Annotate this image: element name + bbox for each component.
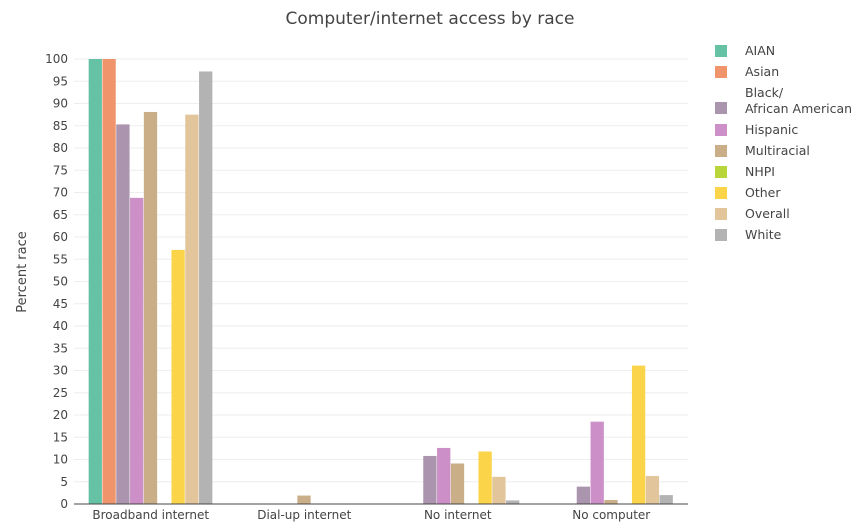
y-tick-label: 80 [53,141,68,155]
bar-asian-broadband-internet[interactable] [102,59,116,504]
bar-black-african-american-broadband-internet[interactable] [116,124,130,504]
legend-label: White [745,227,782,242]
bar-overall-no-computer[interactable] [645,475,660,504]
y-tick-label: 50 [53,275,68,289]
legend-item[interactable]: NHPI [715,164,775,179]
legend[interactable]: AIAN Asian Black/African American Hispanic M… [715,43,852,242]
legend-item[interactable]: Black/African American [715,85,852,116]
chart-title: Computer/internet access by race [285,9,574,29]
bar-white-no-internet[interactable] [506,500,520,504]
legend-label: Black/ [745,85,784,100]
y-tick-label: 45 [53,297,68,311]
y-tick-label: 15 [53,430,68,444]
y-tick-label: 20 [53,408,68,422]
bar-aian-broadband-internet[interactable] [88,59,102,504]
legend-item[interactable]: Overall [715,206,790,221]
bar-multiracial-no-computer[interactable] [604,499,618,504]
bar-other-no-computer[interactable] [631,365,646,504]
legend-item[interactable]: White [715,227,782,242]
y-tick-label: 90 [53,97,68,111]
legend-label: African American [745,101,852,116]
x-tick-label: No computer [572,508,650,522]
y-tick-label: 10 [53,453,68,467]
legend-swatch [715,187,727,199]
y-tick-label: 0 [60,497,68,511]
x-tick-label: No internet [424,508,492,522]
y-tick-label: 65 [53,208,68,222]
legend-swatch [715,208,727,220]
y-tick-label: 25 [53,386,68,400]
legend-item[interactable]: Asian [715,64,779,79]
y-tick-label: 5 [60,475,68,489]
bar-other-broadband-internet[interactable] [171,249,185,504]
legend-swatch [715,229,727,241]
legend-swatch [715,66,727,78]
bars [88,59,673,505]
legend-label: Other [745,185,781,200]
y-tick-label: 75 [53,163,68,177]
legend-label: Overall [745,206,790,221]
legend-item[interactable]: Other [715,185,781,200]
legend-swatch [715,166,727,178]
legend-label: Asian [745,64,779,79]
bar-hispanic-broadband-internet[interactable] [130,197,144,504]
x-tick-label: Dial-up internet [257,508,351,522]
bar-hispanic-no-internet[interactable] [437,447,451,504]
gridlines [74,58,688,483]
legend-item[interactable]: Multiracial [715,143,810,158]
legend-label: AIAN [745,43,775,58]
y-tick-label: 95 [53,74,68,88]
y-axis-label: Percent race [15,231,30,313]
y-axis-ticks: 0 5 10 15 20 25 30 35 40 45 50 55 60 65 70 75 80 85 90 95 10… [45,52,68,511]
legend-item[interactable]: AIAN [715,43,775,58]
bar-other-no-internet[interactable] [478,451,492,504]
y-tick-label: 30 [53,364,68,378]
bar-white-no-computer[interactable] [659,495,673,504]
x-tick-label: Broadband internet [92,508,209,522]
x-axis-ticks: Broadband internet Dial-up internet No int… [92,508,650,522]
bar-multiracial-broadband-internet[interactable] [143,111,158,504]
bar-overall-broadband-internet[interactable] [185,114,199,504]
y-tick-label: 40 [53,319,68,333]
y-tick-label: 85 [53,119,68,133]
bar-multiracial-dial-up-internet[interactable] [297,495,311,504]
legend-item[interactable]: Hispanic [715,122,798,137]
y-tick-label: 60 [53,230,68,244]
y-tick-label: 70 [53,186,68,200]
bar-white-broadband-internet[interactable] [199,71,213,505]
bar-overall-no-internet[interactable] [492,476,506,504]
legend-swatch [715,145,727,157]
bar-black-african-american-no-computer[interactable] [576,486,591,504]
legend-swatch [715,102,727,114]
legend-swatch [715,124,727,136]
legend-swatch [715,45,727,57]
y-tick-label: 55 [53,252,68,266]
bar-hispanic-no-computer[interactable] [590,421,604,504]
legend-label: NHPI [745,164,775,179]
legend-label: Multiracial [745,143,810,158]
bar-multiracial-no-internet[interactable] [450,463,465,504]
y-tick-label: 100 [45,52,68,66]
y-tick-label: 35 [53,341,68,355]
bar-black-african-american-no-internet[interactable] [423,455,437,504]
legend-label: Hispanic [745,122,798,137]
